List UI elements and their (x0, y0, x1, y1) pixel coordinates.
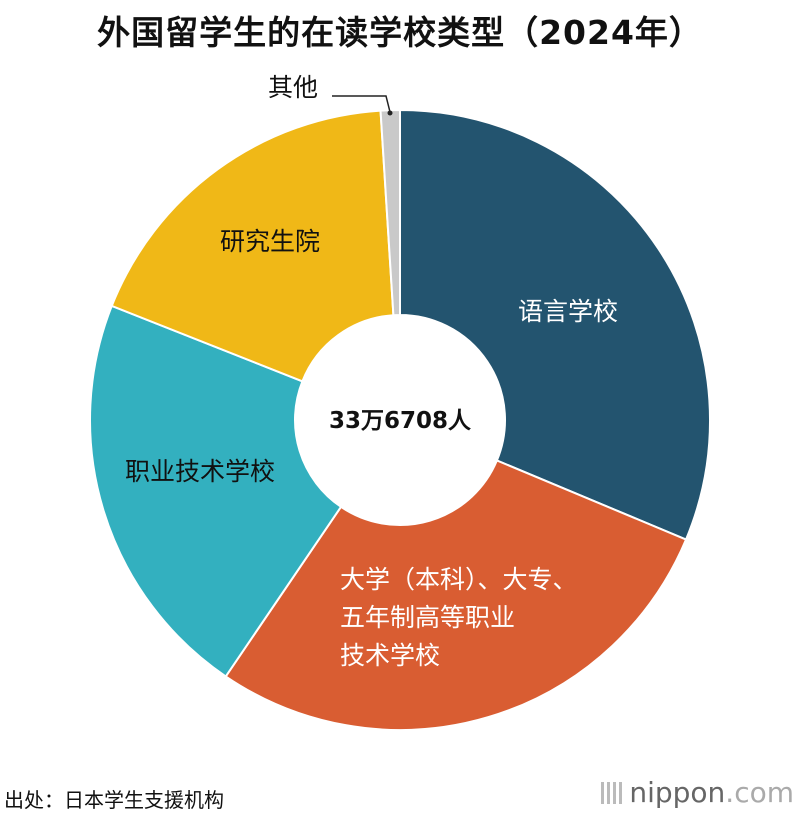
chart-title: 外国留学生的在读学校类型（2024年） (97, 13, 703, 52)
brand-suffix: .com (725, 776, 794, 809)
slice-1 (224, 459, 688, 731)
slice-label-3: 研究生院 (220, 227, 320, 256)
slice-2 (89, 304, 343, 678)
brand-name: nippon (629, 776, 726, 809)
slice-label-4: 其他 (268, 73, 318, 102)
slice-0 (399, 108, 711, 541)
source-note: 出处：日本学生支援机构 (4, 788, 224, 812)
slice-label-1: 大学（本科）、大专、五年制高等职业技术学校 (340, 565, 578, 670)
center-total: 33万6708人 (329, 408, 472, 434)
slice-label-0: 语言学校 (518, 297, 618, 326)
slice-3 (110, 109, 395, 383)
leader-dot-other (387, 110, 393, 116)
brand-logo: nippon.com (601, 776, 794, 809)
leader-line-other (332, 95, 391, 113)
slice-4 (379, 108, 401, 317)
brand-mark-icon (601, 782, 624, 804)
slice-label-2: 职业技术学校 (125, 457, 275, 486)
